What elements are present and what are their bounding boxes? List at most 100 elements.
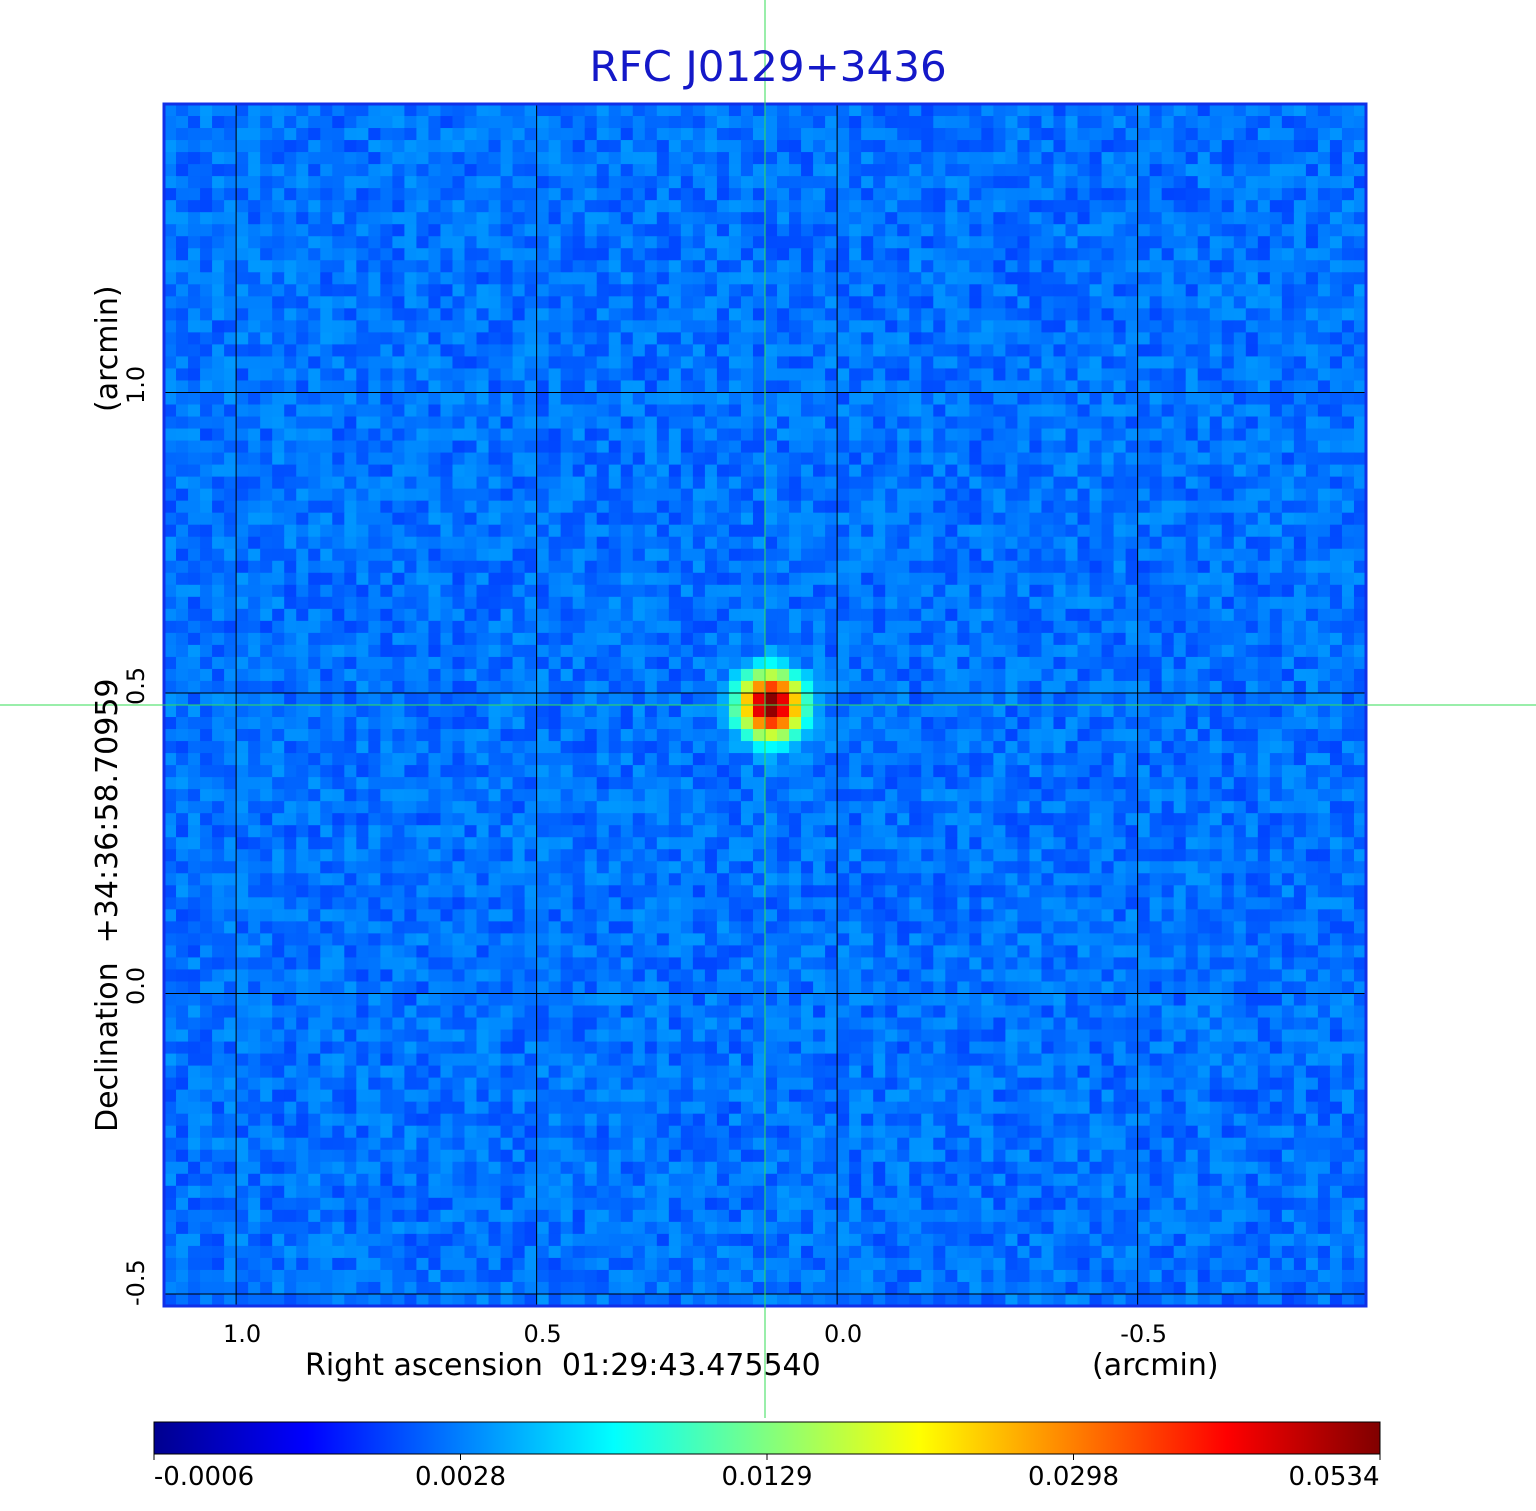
heat-cell [765,464,778,478]
heat-cell [1053,296,1067,309]
heat-cell [428,272,442,285]
heat-cell [320,188,333,201]
heat-cell [392,632,405,646]
heat-cell [1257,128,1271,141]
heat-cell [873,392,886,406]
heat-cell [176,644,189,658]
heat-cell [284,656,297,670]
heat-cell [332,512,345,526]
heat-cell [981,668,994,682]
heat-cell [1221,548,1235,562]
heat-cell [560,164,574,177]
heat-cell [885,116,898,129]
heat-cell [344,308,357,321]
heat-cell [572,248,586,261]
heat-cell [993,200,1006,213]
heat-cell [572,308,586,321]
heat-cell [1161,332,1175,345]
heat-cell [608,668,622,682]
heat-cell [236,356,249,370]
heat-cell [488,488,502,502]
heat-cell [572,668,586,682]
heat-cell [548,584,562,598]
heat-cell [1125,164,1139,177]
heat-cell [1317,200,1331,213]
heat-cell [777,656,790,670]
heat-cell [1329,248,1343,261]
heat-cell [981,416,994,430]
heat-cell [969,512,982,526]
heat-cell [885,536,898,550]
heat-cell [1281,656,1295,670]
heat-cell [368,548,381,562]
heat-cell [1077,668,1091,682]
heat-cell [260,152,273,165]
heat-cell [236,620,249,634]
heat-cell [752,368,766,382]
heat-cell [813,548,826,562]
heat-cell [260,116,273,129]
heat-cell [1353,176,1367,189]
heat-cell [668,188,682,201]
heat-cell [404,692,418,706]
heat-cell [320,668,333,682]
heat-cell [1017,464,1031,478]
heat-cell [1101,680,1115,694]
heat-cell [248,260,261,273]
heat-cell [476,308,490,321]
heat-cell [1317,596,1331,610]
heat-cell [476,632,490,646]
heat-cell [1281,668,1295,682]
heat-cell [1101,452,1115,466]
heat-cell [1089,632,1103,646]
heat-cell [260,572,273,586]
heat-cell [320,332,333,345]
heat-cell [428,488,442,502]
heat-cell [885,680,898,694]
heat-cell [212,212,225,225]
heat-cell [1329,356,1343,370]
heat-cell [752,680,766,694]
heat-cell [752,524,766,538]
heat-cell [885,464,898,478]
heat-cell [284,344,297,358]
heat-cell [981,224,994,237]
heat-cell [668,416,682,430]
heat-cell [957,584,970,598]
heat-cell [572,560,586,574]
heat-cell [668,332,682,345]
heat-cell [716,344,730,358]
heat-cell [596,572,610,586]
heat-cell [993,560,1006,574]
heat-cell [632,116,646,129]
heat-cell [200,368,213,382]
heat-cell [1341,224,1355,237]
heat-cell [728,488,742,502]
heat-cell [1137,572,1151,586]
heat-cell [849,404,862,418]
heat-cell [404,248,418,261]
heat-cell [1161,308,1175,321]
heat-cell [1221,236,1235,249]
heat-cell [801,500,814,514]
heat-cell [680,608,694,622]
heat-cell [825,464,838,478]
heat-cell [344,104,357,117]
heat-cell [1041,488,1055,502]
heat-cell [789,428,802,442]
heat-cell [933,368,946,382]
heat-cell [584,476,598,490]
heat-cell [1269,284,1283,297]
heat-cell [789,500,802,514]
heat-cell [1029,164,1043,177]
heat-cell [1221,200,1235,213]
heat-cell [668,680,682,694]
heat-cell [716,428,730,442]
heat-cell [1041,608,1055,622]
heat-cell [933,668,946,682]
heat-cell [560,692,574,706]
heat-cell [1341,584,1355,598]
heat-cell [1257,620,1271,634]
heat-cell [704,476,718,490]
heat-cell [680,248,694,261]
